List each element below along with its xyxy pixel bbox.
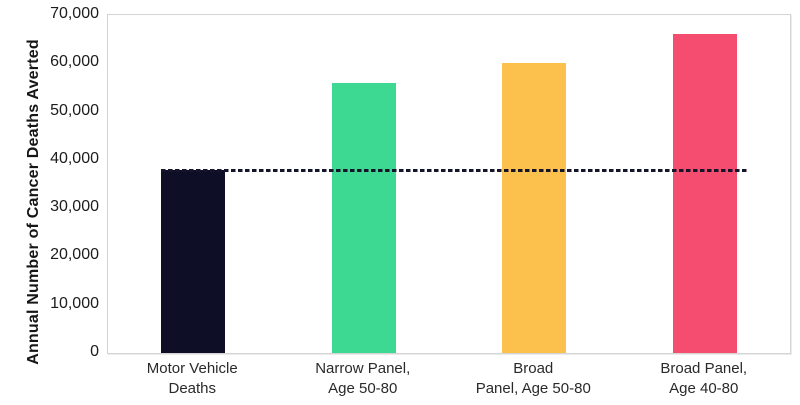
x-category-label: Broad Panel, Age 50-80 <box>475 360 591 397</box>
bar-2 <box>331 82 396 353</box>
plot-area <box>107 14 791 354</box>
reference-dashed-line <box>161 169 748 172</box>
bar-3 <box>502 63 567 353</box>
y-tick-label: 50,000 <box>50 101 99 119</box>
y-tick-label: 30,000 <box>50 198 99 216</box>
y-tick-label: 10,000 <box>50 294 99 312</box>
y-tick-label: 0 <box>90 343 99 360</box>
y-tick-label: 20,000 <box>50 246 99 264</box>
y-tick-label: 60,000 <box>50 53 99 71</box>
y-tick-label: 40,000 <box>50 149 99 167</box>
bar-1 <box>161 169 226 353</box>
x-category-label: Broad Panel, Age 40-80 <box>660 360 748 397</box>
x-category-label: Narrow Panel, Age 50-80 <box>315 360 411 397</box>
x-category-label: Motor Vehicle Deaths <box>146 360 238 397</box>
y-tick-label: 70,000 <box>50 5 99 22</box>
bar-4 <box>672 34 737 353</box>
